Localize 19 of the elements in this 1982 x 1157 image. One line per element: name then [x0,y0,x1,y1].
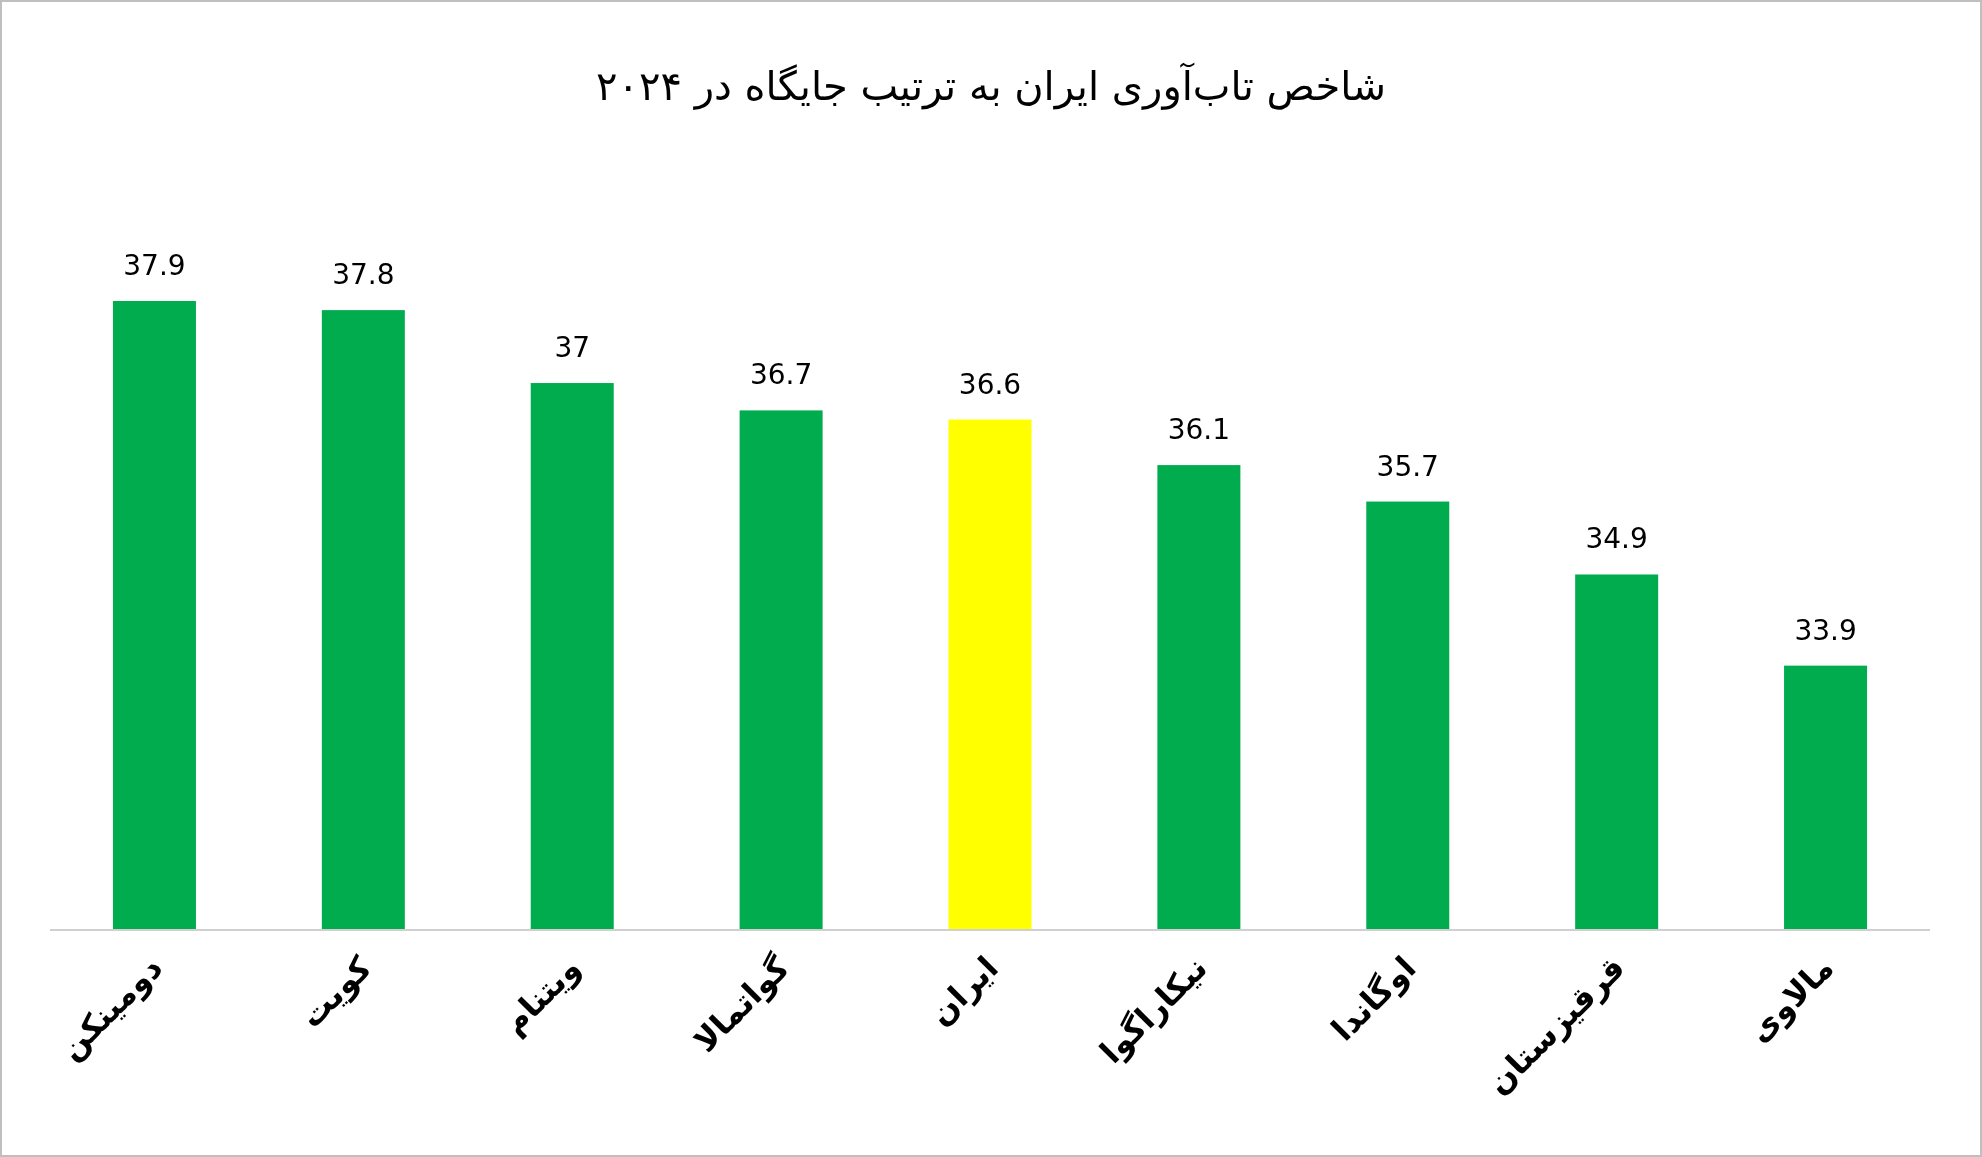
chart-title: شاخص تاب‌آوری ایران به ترتیب جایگاه در ۲۰۲۴ [596,62,1386,110]
x-tick-label: مالاوی [1740,948,1842,1050]
x-tick-label: اوگاندا [1323,948,1424,1049]
x-tick-label: قرقیزستان [1479,948,1633,1102]
data-label: 33.9 [1794,613,1857,647]
data-label: 37 [554,331,591,365]
x-tick-label: ایران [921,948,1006,1034]
x-tick-label: گواتمالا [685,948,798,1060]
data-label: 35.7 [1376,449,1439,483]
x-tick-label: کویت [292,948,380,1036]
data-label: 37.8 [332,258,395,292]
data-label: 36.6 [958,367,1022,401]
x-tick-label: نیکاراگوا [1092,948,1215,1071]
data-label: 36.1 [1167,413,1231,447]
data-label: 36.7 [749,358,813,392]
x-tick-label: ویتنام [494,948,588,1042]
x-tick-label: دومینکن [51,948,171,1068]
data-label: 37.9 [123,249,186,282]
data-label: 34.9 [1585,522,1648,556]
